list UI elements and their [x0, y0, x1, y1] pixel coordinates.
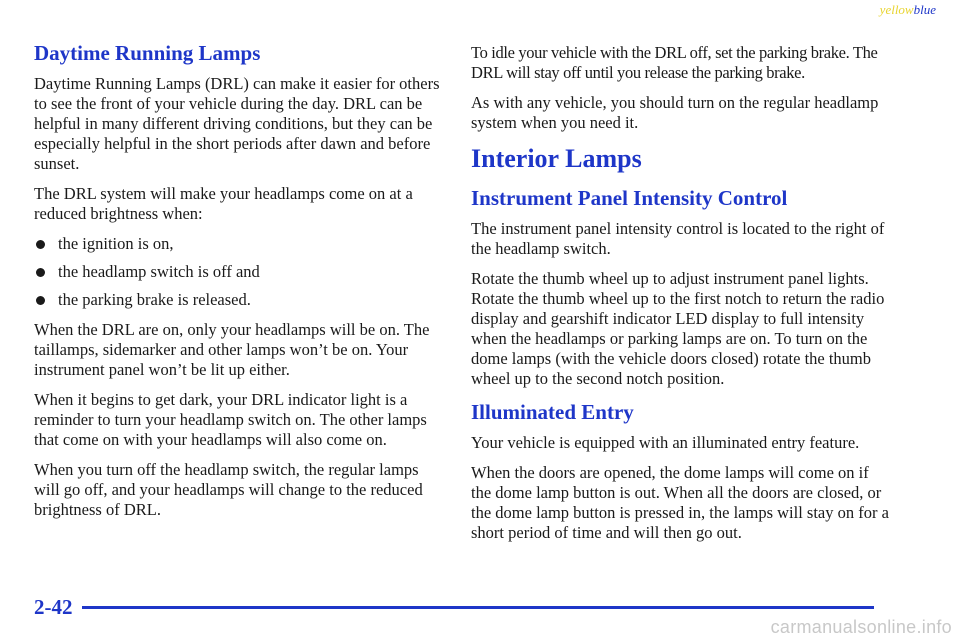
- color-tag-yellow: yellow: [879, 2, 914, 17]
- drl-idle-paragraph: To idle your vehicle with the DRL off, s…: [471, 43, 878, 82]
- ipic-usage-paragraph: Rotate the thumb wheel up to adjust inst…: [471, 269, 885, 388]
- drl-intro-paragraph: Daytime Running Lamps (DRL) can make it …: [34, 74, 440, 173]
- list-item-text: the parking brake is released.: [58, 290, 251, 309]
- drl-dark-paragraph: When it begins to get dark, your DRL ind…: [34, 390, 427, 449]
- page-footer: 2-42: [34, 592, 874, 622]
- color-tag: yellowblue: [880, 2, 936, 18]
- interior-lamps-title: Interior Lamps: [471, 144, 642, 173]
- page-number: 2-42: [34, 595, 73, 619]
- illuminated-entry-heading: Illuminated Entry: [471, 400, 634, 424]
- watermark: carmanualsonline.info: [770, 617, 952, 637]
- ipic-heading: Instrument Panel Intensity Control: [471, 186, 788, 210]
- illuminated-entry-intro: Your vehicle is equipped with an illumin…: [471, 433, 860, 452]
- list-item: the headlamp switch is off and: [34, 262, 444, 282]
- bullet-icon: [36, 240, 45, 249]
- bullet-icon: [36, 296, 45, 305]
- drl-heading: Daytime Running Lamps: [34, 41, 261, 65]
- left-column: Daytime Running Lamps Daytime Running La…: [34, 40, 444, 530]
- drl-conditions-list: the ignition is on, the headlamp switch …: [34, 234, 444, 310]
- drl-off-paragraph: When you turn off the headlamp switch, t…: [34, 460, 423, 519]
- right-column: To idle your vehicle with the DRL off, s…: [471, 43, 891, 553]
- color-tag-blue: blue: [913, 2, 936, 17]
- illuminated-entry-details: When the doors are opened, the dome lamp…: [471, 463, 889, 542]
- list-item-text: the ignition is on,: [58, 234, 174, 253]
- drl-on-paragraph: When the DRL are on, only your headlamps…: [34, 320, 430, 379]
- list-item: the ignition is on,: [34, 234, 444, 254]
- ipic-location-paragraph: The instrument panel intensity control i…: [471, 219, 885, 258]
- list-item: the parking brake is released.: [34, 290, 444, 310]
- bullet-icon: [36, 268, 45, 277]
- drl-conditions-paragraph: The DRL system will make your headlamps …: [34, 184, 413, 223]
- regular-headlamp-paragraph: As with any vehicle, you should turn on …: [471, 93, 879, 132]
- list-item-text: the headlamp switch is off and: [58, 262, 260, 281]
- footer-rule: [82, 606, 874, 609]
